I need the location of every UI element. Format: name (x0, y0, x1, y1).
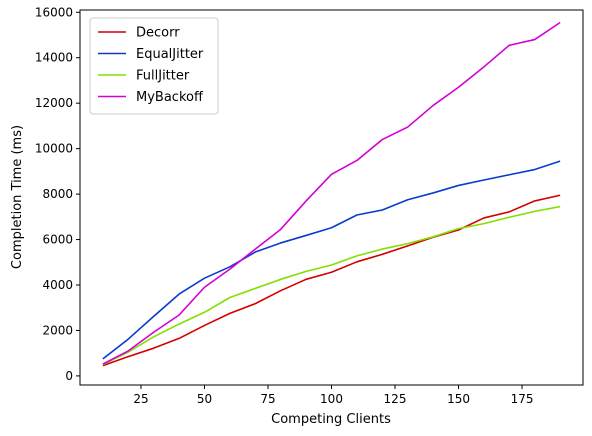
y-tick-label: 6000 (42, 233, 73, 247)
legend-label-decorr: Decorr (136, 26, 180, 41)
legend-box (89, 17, 219, 115)
y-tick-label: 12000 (35, 96, 73, 110)
series-line-fulljitter (102, 205, 561, 366)
y-tick-label: 14000 (35, 51, 73, 65)
y-tick-label: 0 (65, 369, 73, 383)
x-tick-label: 50 (197, 392, 212, 406)
y-tick-label: 8000 (42, 187, 73, 201)
x-tick-label: 125 (384, 392, 407, 406)
legend-label-fulljitter: FullJitter (136, 69, 190, 84)
legend-label-equaljitter: EqualJitter (136, 47, 204, 62)
x-tick-label: 150 (447, 392, 470, 406)
x-tick-label: 25 (133, 392, 148, 406)
series-line-decorr (102, 194, 561, 367)
legend: Decorr EqualJitter FullJitter MyBackoff (89, 17, 219, 115)
y-tick-label: 10000 (35, 142, 73, 156)
x-tick-label: 175 (511, 392, 534, 406)
x-tick-label: 75 (260, 392, 275, 406)
y-tick-label: 16000 (35, 5, 73, 19)
x-axis: 25 50 75 100 125 150 175 (133, 385, 533, 406)
series-line-equaljitter (102, 160, 561, 360)
x-tick-label: 100 (320, 392, 343, 406)
y-tick-label: 4000 (42, 278, 73, 292)
legend-label-mybackoff: MyBackoff (136, 90, 204, 105)
y-axis-title: Completion Time (ms) (10, 125, 25, 269)
y-axis: 0 2000 4000 6000 8000 10000 12000 14000 16000 (35, 5, 80, 383)
x-axis-title: Competing Clients (271, 412, 391, 427)
y-tick-label: 2000 (42, 323, 73, 337)
series-line-mybackoff (102, 21, 561, 365)
series-lines (102, 21, 561, 367)
